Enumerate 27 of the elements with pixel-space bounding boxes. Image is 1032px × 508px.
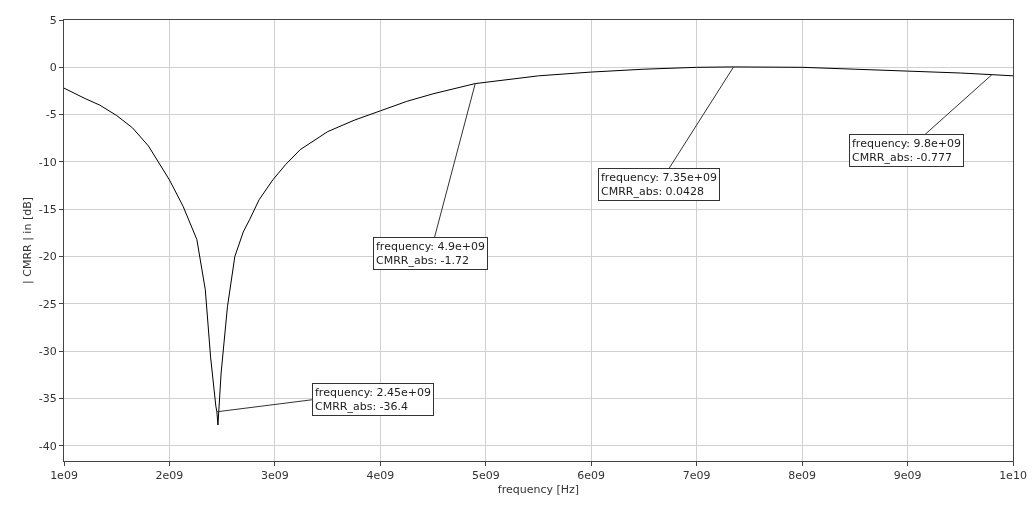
y-tick-label: -25 [38, 297, 57, 311]
y-tick-label: -35 [38, 392, 57, 406]
annotation: frequency: 4.9e+09 CMRR_abs: -1.72 [376, 240, 486, 268]
x-tick-label: 3e09 [261, 469, 289, 483]
x-tick-label: 2e09 [155, 469, 184, 483]
y-tick-label: -20 [38, 250, 57, 264]
x-tick-label: 6e09 [577, 469, 606, 483]
annotation: frequency: 9.8e+09 CMRR_abs: -0.777 [852, 137, 962, 165]
x-axis-title: frequency [Hz] [497, 483, 580, 497]
y-tick-label: 5 [49, 13, 57, 27]
x-tick-label: 9e09 [893, 469, 922, 483]
y-axis-title: | CMRR | in [dB] [21, 197, 35, 284]
x-tick-label: 4e09 [366, 469, 395, 483]
x-tick-label: 5e09 [471, 469, 500, 483]
y-tick-label: -40 [38, 439, 57, 453]
y-tick-label: 0 [49, 61, 57, 75]
x-tick-label: 8e09 [788, 469, 816, 483]
y-tick-label: -10 [38, 155, 57, 169]
annotation: frequency: 2.45e+09 CMRR_abs: -36.4 [315, 386, 432, 414]
y-tick-label: -30 [38, 345, 57, 359]
x-tick-label: 1e10 [999, 469, 1027, 483]
line-series [64, 66, 1013, 426]
annotation: frequency: 7.35e+09 CMRR_abs: 0.0428 [601, 171, 718, 199]
x-tick-label: 7e09 [682, 469, 711, 483]
x-tick-label: 1e09 [50, 469, 78, 483]
y-tick-label: -15 [38, 203, 57, 217]
y-tick-label: -5 [45, 108, 57, 122]
